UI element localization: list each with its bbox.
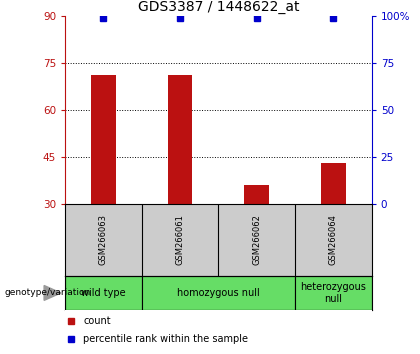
Title: GDS3387 / 1448622_at: GDS3387 / 1448622_at — [138, 0, 299, 13]
Bar — [168, 75, 192, 204]
Text: homozygous null: homozygous null — [177, 288, 260, 298]
Text: percentile rank within the sample: percentile rank within the sample — [84, 334, 249, 344]
Text: GSM266062: GSM266062 — [252, 215, 261, 265]
Bar — [65, 276, 142, 310]
Bar — [91, 75, 116, 204]
Bar — [244, 185, 269, 204]
Bar — [321, 163, 346, 204]
Text: GSM266063: GSM266063 — [99, 214, 108, 266]
Text: GSM266061: GSM266061 — [176, 215, 184, 265]
Polygon shape — [44, 285, 61, 300]
Text: genotype/variation: genotype/variation — [4, 289, 90, 297]
Bar — [295, 276, 372, 310]
Text: heterozygous
null: heterozygous null — [300, 282, 366, 304]
Text: count: count — [84, 316, 111, 326]
Text: wild type: wild type — [81, 288, 126, 298]
Text: GSM266064: GSM266064 — [329, 215, 338, 265]
Bar — [142, 276, 295, 310]
